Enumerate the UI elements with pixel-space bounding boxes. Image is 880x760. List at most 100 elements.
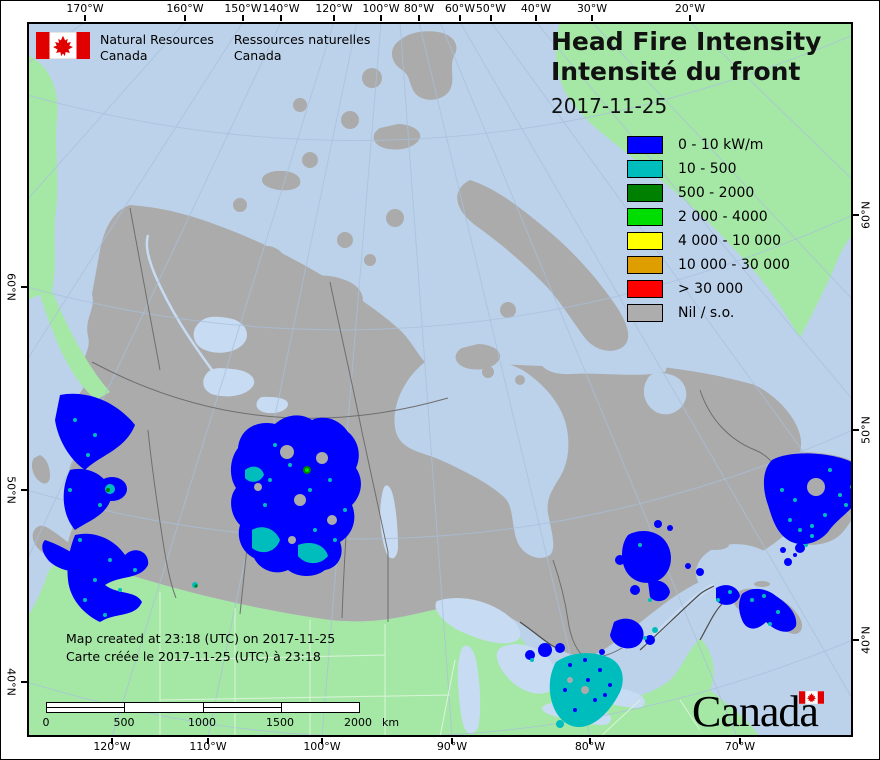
graticule-label: 150°W	[224, 2, 262, 15]
graticule-label: 40°W	[520, 2, 552, 15]
map-title: Head Fire Intensity Intensité du front 2…	[551, 27, 821, 118]
logo-en-line1: Natural Resources	[100, 32, 214, 47]
graticule-tick	[459, 15, 461, 21]
logo-text-en: Natural Resources Canada	[100, 32, 214, 64]
graticule-tick	[21, 286, 27, 288]
legend-label: 500 - 2000	[678, 185, 755, 201]
legend-swatch	[627, 304, 663, 322]
lake-athabasca	[256, 396, 288, 414]
graticule-label: 60°W	[444, 2, 476, 15]
legend: 0 - 10 kW/m 10 - 500 500 - 2000 2 000 - 400…	[627, 136, 790, 328]
scale-bar-segments	[46, 702, 360, 713]
graticule-label: 170°W	[66, 2, 104, 15]
legend-swatch	[627, 256, 663, 274]
graticule-label: 100°W	[303, 740, 341, 753]
graticule-tick	[84, 15, 86, 21]
graticule-tick	[207, 738, 209, 744]
title-fr: Intensité du front	[551, 57, 801, 86]
graticule-label: 100°W	[362, 2, 400, 15]
graticule-tick	[535, 15, 537, 21]
legend-swatch	[627, 160, 663, 178]
graticule-label: 60°N	[859, 201, 873, 229]
scale-label: 1500	[266, 716, 294, 729]
graticule-label: 80°W	[403, 2, 435, 15]
fire-cluster-quebec	[615, 520, 740, 605]
graticule-label: 40°N	[4, 668, 18, 696]
fire-cluster-prairies	[230, 415, 361, 576]
graticule-tick	[333, 15, 335, 21]
legend-label: Nil / s.o.	[678, 305, 735, 321]
graticule-tick	[853, 639, 859, 641]
wordmark-text: Canada	[692, 687, 819, 736]
scale-label: 0	[42, 716, 50, 729]
graticule-label: 120°W	[315, 2, 353, 15]
graticule-tick	[418, 15, 420, 21]
scale-bar: 0 500 1000 1500 2000 km	[43, 702, 399, 729]
graticule-tick	[689, 15, 691, 21]
ungava-bay	[643, 372, 687, 415]
logo-text-fr: Ressources naturelles Canada	[234, 32, 370, 64]
great-bear-lake	[193, 316, 248, 353]
legend-items: 0 - 10 kW/m 10 - 500 500 - 2000 2 000 - 400…	[627, 136, 790, 322]
graticule-label: 160°W	[166, 2, 204, 15]
legend-swatch	[627, 232, 663, 250]
hudson-strait	[540, 346, 667, 375]
scale-label: 2000	[344, 716, 372, 729]
fire-ottawa-valley	[610, 618, 644, 649]
legend-item: 10 000 - 30 000	[627, 256, 790, 274]
graticule-tick	[589, 738, 591, 744]
melville-island	[262, 170, 301, 191]
graticule-label: 110°W	[189, 740, 227, 753]
graticule-label: 50°N	[859, 416, 873, 444]
anticosti-island	[701, 540, 729, 550]
lake-winnipeg	[380, 485, 398, 559]
graticule-label: 20°W	[674, 2, 706, 15]
logo-en-line2: Canada	[100, 48, 148, 63]
graticule-tick	[591, 15, 593, 21]
graticule-label: 80°W	[574, 740, 606, 753]
legend-item: 500 - 2000	[627, 184, 790, 202]
created-note-fr: Carte créée le 2017-11-25 (UTC) à 23:18	[66, 649, 321, 664]
great-slave-lake	[203, 368, 255, 397]
graticule-label: 40°N	[859, 626, 873, 654]
scale-segment	[47, 703, 126, 712]
graticule-tick	[451, 738, 453, 744]
legend-swatch	[627, 184, 663, 202]
lake-huron	[496, 644, 557, 694]
scale-unit: km	[382, 716, 400, 729]
graticule-tick	[321, 738, 323, 744]
graticule-tick	[111, 738, 113, 744]
legend-label: 10 - 500	[678, 161, 737, 177]
lake-michigan	[457, 645, 481, 734]
legend-label: 0 - 10 kW/m	[678, 137, 764, 153]
legend-item: 2 000 - 4000	[627, 208, 790, 226]
canada-fire-map	[27, 22, 853, 737]
scale-label: 1000	[188, 716, 216, 729]
legend-item: > 30 000	[627, 280, 790, 298]
graticule-label: 60°N	[4, 273, 18, 301]
scale-label: 500	[113, 716, 135, 729]
lake-superior	[435, 598, 521, 644]
graticule-tick	[184, 15, 186, 21]
ellesmere-island	[391, 31, 457, 100]
graticule-tick	[380, 15, 382, 21]
graticule-tick	[853, 214, 859, 216]
legend-swatch	[627, 280, 663, 298]
haida-gwaii	[31, 455, 50, 484]
title-en: Head Fire Intensity	[551, 27, 822, 56]
graticule-label: 70°W	[724, 740, 756, 753]
created-note-en: Map created at 23:18 (UTC) on 2017-11-25	[66, 631, 336, 646]
title-date: 2017-11-25	[551, 94, 668, 118]
graticule-label: 30°W	[576, 2, 608, 15]
scale-segment	[282, 703, 359, 712]
graticule-tick	[490, 15, 492, 21]
southampton-island	[455, 344, 501, 370]
fire-cluster-newfoundland	[763, 453, 853, 557]
legend-label: 10 000 - 30 000	[678, 257, 790, 273]
graticule-tick	[242, 15, 244, 21]
legend-item: 10 - 500	[627, 160, 790, 178]
canada-flag-icon	[798, 691, 824, 704]
legend-label: > 30 000	[678, 281, 744, 297]
graticule-label: 120°W	[93, 740, 131, 753]
graticule-tick	[21, 489, 27, 491]
